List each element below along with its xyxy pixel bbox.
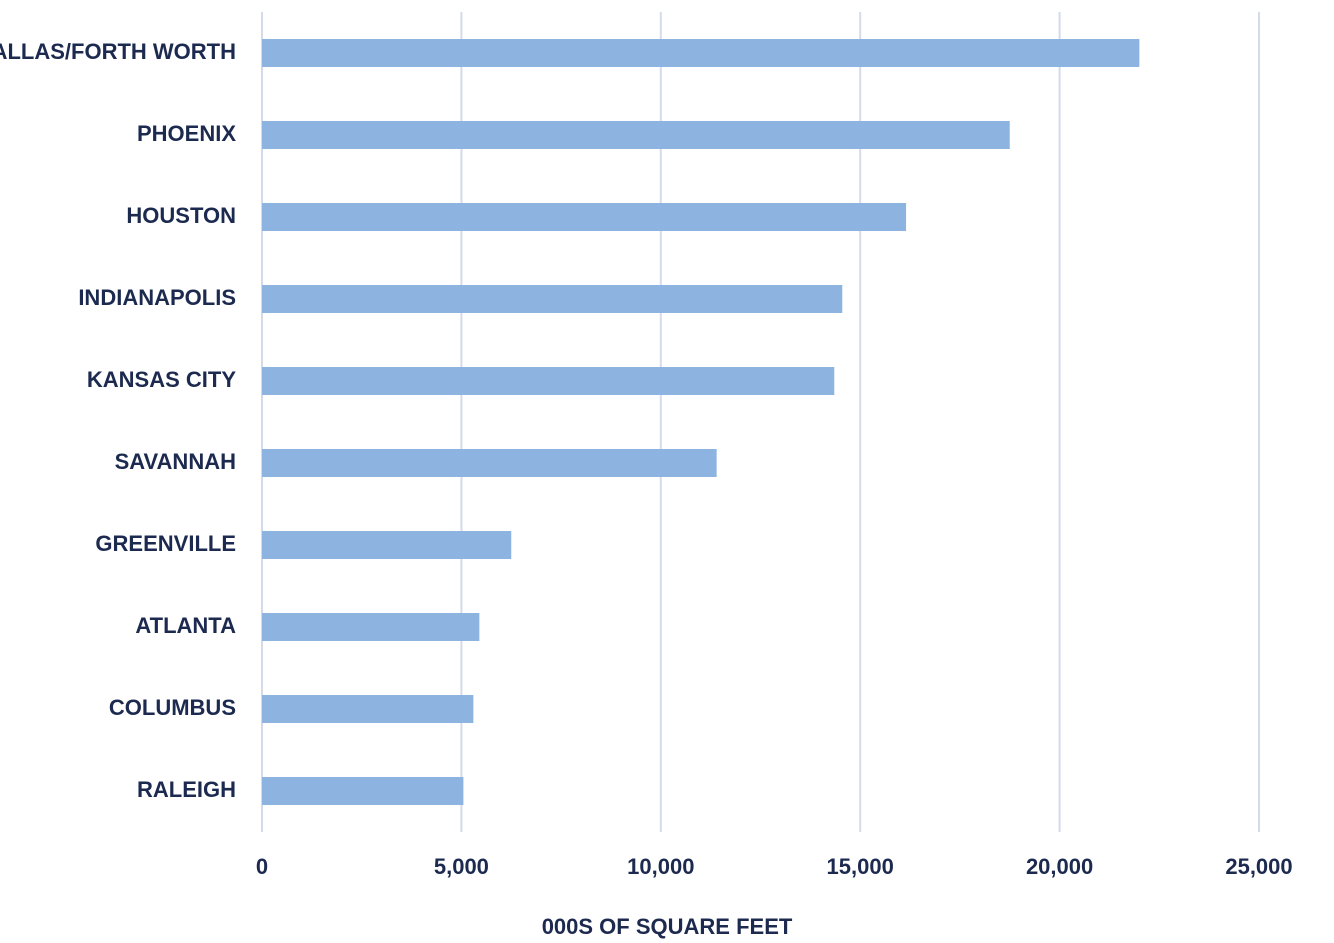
- x-tick-label: 25,000: [1225, 854, 1292, 879]
- bar: [262, 367, 835, 395]
- y-tick-label: DALLAS/FORTH WORTH: [0, 39, 236, 64]
- bar: [262, 613, 480, 641]
- y-tick-label: HOUSTON: [126, 203, 236, 228]
- x-tick-label: 15,000: [827, 854, 894, 879]
- bar: [262, 121, 1010, 149]
- x-tick-label: 5,000: [434, 854, 489, 879]
- x-axis-title: 000S OF SQUARE FEET: [542, 914, 793, 939]
- x-tick-label: 0: [256, 854, 268, 879]
- y-tick-label: SAVANNAH: [115, 449, 236, 474]
- y-tick-label: GREENVILLE: [95, 531, 236, 556]
- bar: [262, 695, 474, 723]
- bar: [262, 39, 1140, 67]
- y-tick-label: ATLANTA: [135, 613, 236, 638]
- y-tick-label: PHOENIX: [137, 121, 236, 146]
- bar: [262, 777, 464, 805]
- y-tick-label: INDIANAPOLIS: [78, 285, 236, 310]
- y-tick-label: COLUMBUS: [109, 695, 236, 720]
- y-tick-label: RALEIGH: [137, 777, 236, 802]
- bar: [262, 531, 512, 559]
- x-tick-label: 10,000: [627, 854, 694, 879]
- bar: [262, 285, 843, 313]
- bar: [262, 203, 907, 231]
- x-tick-label: 20,000: [1026, 854, 1093, 879]
- y-tick-label: KANSAS CITY: [87, 367, 236, 392]
- bar: [262, 449, 717, 477]
